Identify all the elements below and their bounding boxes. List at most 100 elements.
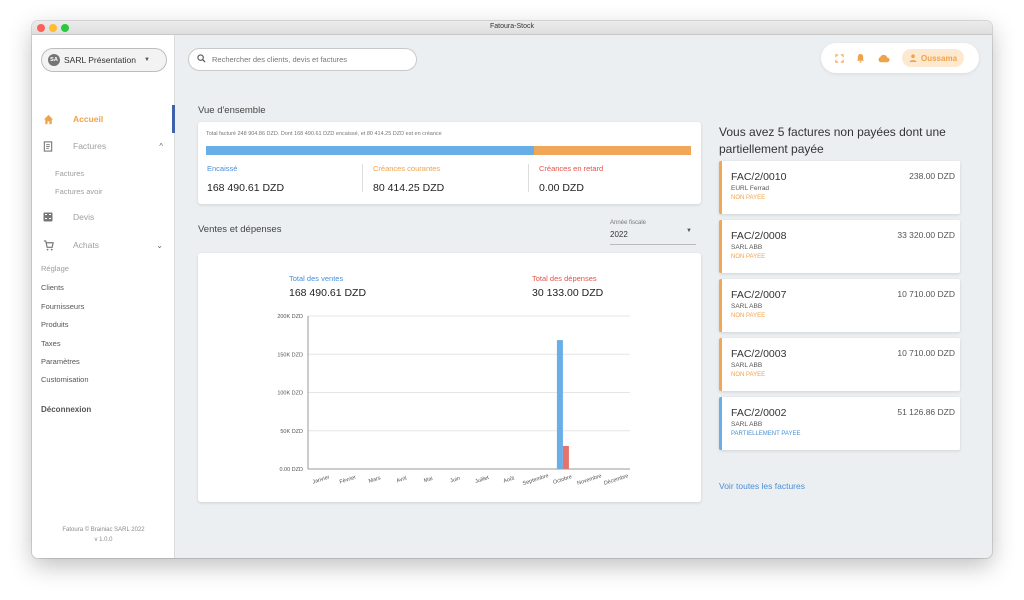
nav-customisation[interactable]: Customisation xyxy=(41,375,89,384)
invoice-client: SARL ABB xyxy=(731,244,763,251)
chevron-down-icon[interactable]: ⌄ xyxy=(156,240,163,250)
section-reglage: Réglage xyxy=(41,264,69,273)
nav-accueil[interactable]: Accueil xyxy=(32,105,175,133)
invoice-status: NON PAYEE xyxy=(731,372,766,378)
total-sales: Total des ventes 168 490.61 DZD xyxy=(289,274,366,299)
home-icon xyxy=(42,113,54,125)
invoice-status: PARTIELLEMENT PAYEE xyxy=(731,431,801,437)
invoice-amount: 51 126.86 DZD xyxy=(897,407,955,417)
y-tick-label: 200K DZD xyxy=(277,314,303,320)
nav-factures[interactable]: Factures ^ xyxy=(32,132,175,160)
fiscal-year-underline xyxy=(610,244,696,245)
calculator-icon xyxy=(42,211,54,223)
company-avatar: SA xyxy=(48,54,60,66)
invoice-client: EURL Ferrad xyxy=(731,185,770,192)
invoice-amount: 238.00 DZD xyxy=(909,171,955,181)
search-input[interactable]: Rechercher des clients, devis et facture… xyxy=(188,48,417,71)
invoice-client: SARL ABB xyxy=(731,421,763,428)
caret-down-icon: ▼ xyxy=(143,57,150,63)
x-tick-label: Octobre xyxy=(552,474,572,486)
x-tick-label: Mars xyxy=(368,475,382,485)
invoice-card[interactable]: FAC/2/0010 238.00 DZD EURL Ferrad NON PA… xyxy=(719,161,960,214)
invoice-card[interactable]: FAC/2/0002 51 126.86 DZD SARL ABB PARTIE… xyxy=(719,397,960,450)
x-tick-label: Janvier xyxy=(312,474,331,485)
invoice-amount: 10 710.00 DZD xyxy=(897,289,955,299)
invoice-card[interactable]: FAC/2/0008 33 320.00 DZD SARL ABB NON PA… xyxy=(719,220,960,273)
invoice-amount: 33 320.00 DZD xyxy=(897,230,955,240)
chevron-up-icon[interactable]: ^ xyxy=(159,141,163,151)
x-tick-label: Décembre xyxy=(603,473,629,487)
nav-fournisseurs[interactable]: Fournisseurs xyxy=(41,302,85,311)
bell-icon[interactable] xyxy=(856,53,865,63)
invoice-number: FAC/2/0002 xyxy=(731,407,787,419)
x-tick-label: Septembre xyxy=(522,473,549,487)
y-tick-label: 100K DZD xyxy=(277,391,303,397)
user-icon xyxy=(909,54,917,62)
see-all-invoices-link[interactable]: Voir toutes les factures xyxy=(719,481,805,491)
cart-icon xyxy=(42,239,54,251)
kpi-creances-retard-label: Créances en retard xyxy=(539,164,604,173)
invoice-status: NON PAYEE xyxy=(731,254,766,260)
invoice-client: SARL ABB xyxy=(731,362,763,369)
nav-devis-label: Devis xyxy=(73,212,95,222)
kpi-creances-courantes-value: 80 414.25 DZD xyxy=(373,182,445,194)
total-expenses: Total des dépenses 30 133.00 DZD xyxy=(532,274,603,299)
company-name: SARL Présentation xyxy=(64,55,136,65)
user-name: Oussama xyxy=(921,53,958,63)
nav-factures-label: Factures xyxy=(73,141,107,151)
fullscreen-icon[interactable] xyxy=(835,53,844,63)
nav-produits[interactable]: Produits xyxy=(41,320,69,329)
overview-title: Vue d'ensemble xyxy=(198,105,266,116)
footer-version: v 1.0.0 xyxy=(94,537,113,543)
invoice-status: NON PAYEE xyxy=(731,313,766,319)
invoice-status: NON PAYEE xyxy=(731,195,766,201)
company-selector[interactable]: SA SARL Présentation ▼ xyxy=(41,48,167,72)
caret-down-icon[interactable]: ▼ xyxy=(686,228,692,234)
x-tick-label: Novembre xyxy=(576,473,602,487)
sales-expenses-chart: 0.00 DZD 50K DZD 100K DZD 150K DZD 200K DZD J… xyxy=(277,314,630,487)
maximize-window-button[interactable] xyxy=(61,24,69,32)
nav-clients[interactable]: Clients xyxy=(41,283,64,292)
x-tick-label: Mai xyxy=(423,476,433,484)
sales-title: Ventes et dépenses xyxy=(198,224,282,235)
top-actions: Oussama xyxy=(821,43,979,73)
kpi-creances-courantes-label: Créances courantes xyxy=(373,164,441,173)
kpi-encaisse-value: 168 490.61 DZD xyxy=(207,182,285,194)
footer-copyright: Fatoura © Brainiac SARL 2022 xyxy=(62,527,145,533)
nav-taxes[interactable]: Taxes xyxy=(41,339,61,348)
total-sales-value: 168 490.61 DZD xyxy=(289,287,367,299)
logout-link[interactable]: Déconnexion xyxy=(41,405,92,414)
nav-achats-label: Achats xyxy=(73,240,99,250)
sales-chart-card: Total des ventes 168 490.61 DZD Total de… xyxy=(198,253,701,502)
x-tick-label: Juillet xyxy=(474,475,490,485)
x-tick-label: Juin xyxy=(450,476,461,485)
user-menu-button[interactable]: Oussama xyxy=(902,49,965,67)
overview-card: Total facturé 248 904.86 DZD. Dont 168 4… xyxy=(198,122,701,204)
nav-parametres[interactable]: Paramètres xyxy=(41,357,80,366)
nav-sub-factures[interactable]: Factures xyxy=(55,169,85,178)
x-tick-label: Avril xyxy=(396,476,408,485)
overview-note: Total facturé 248 904.86 DZD. Dont 168 4… xyxy=(206,131,442,137)
nav-accueil-label: Accueil xyxy=(73,114,104,124)
title-bar: Fatoura-Stock xyxy=(32,21,992,35)
invoice-card[interactable]: FAC/2/0003 10 710.00 DZD SARL ABB NON PA… xyxy=(719,338,960,391)
invoice-number: FAC/2/0010 xyxy=(731,171,787,183)
unpaid-heading: Vous avez 5 factures non payées dont une… xyxy=(719,125,946,156)
nav-achats[interactable]: Achats ⌄ xyxy=(32,231,175,259)
kpi-creances-courantes: Créances courantes 80 414.25 DZD xyxy=(362,164,445,194)
collected-fill xyxy=(206,146,535,155)
app-window: Fatoura-Stock SA SARL Présentation ▼ Acc… xyxy=(32,21,992,558)
y-tick-label: 50K DZD xyxy=(280,429,303,435)
search-placeholder: Rechercher des clients, devis et facture… xyxy=(212,55,348,64)
nav-devis[interactable]: Devis xyxy=(32,203,175,231)
sidebar: SA SARL Présentation ▼ Accueil Factures … xyxy=(32,35,175,558)
invoice-number: FAC/2/0007 xyxy=(731,289,787,301)
close-window-button[interactable] xyxy=(37,24,45,32)
invoice-card[interactable]: FAC/2/0007 10 710.00 DZD SARL ABB NON PA… xyxy=(719,279,960,332)
cloud-icon[interactable] xyxy=(877,54,890,63)
minimize-window-button[interactable] xyxy=(49,24,57,32)
collection-progress-bar xyxy=(206,146,691,155)
fiscal-year-select[interactable]: 2022 xyxy=(610,230,628,239)
nav-sub-factures-avoir[interactable]: Factures avoir xyxy=(55,187,103,196)
x-tick-label: Août xyxy=(503,475,516,484)
